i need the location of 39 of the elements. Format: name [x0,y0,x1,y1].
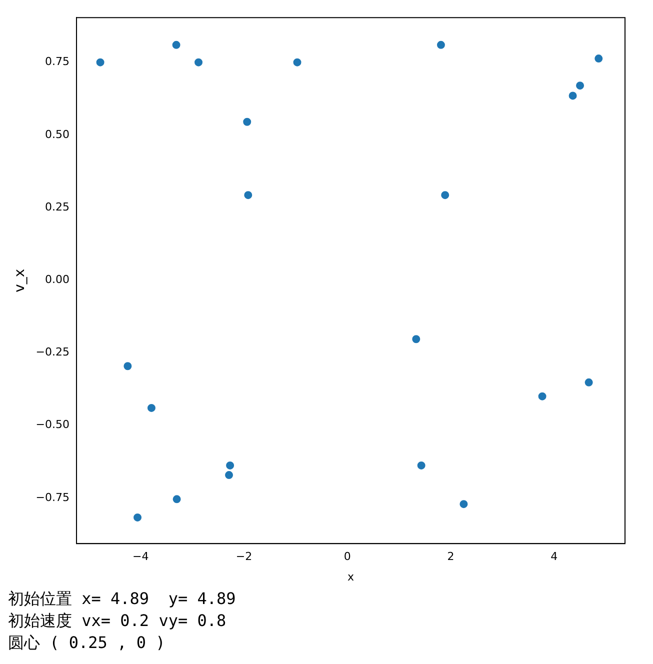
point [584,378,593,386]
point [172,40,180,49]
point [417,461,426,470]
point [576,82,584,90]
text: 圆心 ( 0.25 , 0 ) [8,632,166,654]
y-tick-label: 0.00 [45,273,70,286]
point [226,461,234,470]
y-tick-label: −0.50 [36,418,70,432]
y-tick-label: 0.75 [45,55,70,68]
point [124,362,132,370]
point [96,58,104,66]
x-tick-label: 0 [344,550,351,564]
y-tick-label: 0.50 [45,128,70,141]
point [538,392,546,400]
y-axis-title: v_x [12,268,28,292]
point [412,335,420,344]
y-tick-label: −0.25 [36,346,70,359]
point [460,500,468,508]
point [172,495,181,504]
point [568,92,577,100]
point [194,58,203,66]
point [594,54,603,63]
point [441,191,450,200]
point [134,513,142,522]
y-tick-label: 0.25 [45,200,70,214]
point [293,58,302,66]
text: 初始速度 vx= 0.2 vy= 0.8 [8,610,228,632]
point [436,40,445,49]
y-tick-label: −0.75 [36,490,70,504]
point [225,471,234,480]
point [244,191,252,200]
x-tick-label: −2 [236,550,252,564]
x-tick-label: 2 [447,550,454,564]
x-tick-label: −4 [132,550,149,564]
x-tick-label: 4 [550,550,558,564]
x-axis-title: x [347,570,354,584]
point [147,404,156,412]
text: 初始位置 x= 4.89 y= 4.89 [8,588,237,610]
point [243,118,252,126]
